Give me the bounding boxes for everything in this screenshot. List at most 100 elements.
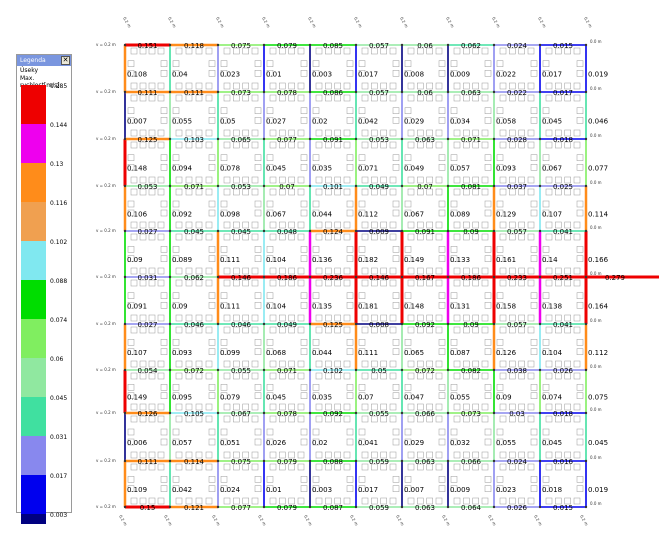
pipe-velocity-label: 0.089 bbox=[172, 256, 192, 264]
connection-box bbox=[389, 233, 397, 241]
connection-box bbox=[389, 176, 397, 184]
connection-box bbox=[251, 129, 259, 137]
connection-box bbox=[380, 360, 387, 368]
connection-box bbox=[157, 497, 165, 505]
connection-box bbox=[269, 451, 277, 459]
node-height-label: 0.0 m bbox=[590, 133, 602, 138]
connection-box bbox=[438, 107, 446, 114]
connection-box bbox=[527, 233, 535, 241]
connection-box bbox=[346, 438, 354, 446]
connection-box bbox=[404, 292, 412, 299]
connection-box bbox=[472, 403, 479, 411]
connection-box bbox=[358, 70, 366, 77]
pipe-velocity-label: 0.049 bbox=[404, 165, 424, 173]
connection-box bbox=[300, 117, 308, 124]
junction-node bbox=[308, 43, 312, 47]
connection-box bbox=[312, 70, 320, 77]
connection-box bbox=[175, 314, 183, 322]
close-icon[interactable]: ✕ bbox=[61, 56, 70, 65]
pipe-velocity-label: 0.055 bbox=[231, 367, 251, 375]
connection-box bbox=[361, 94, 369, 102]
junction-node bbox=[354, 459, 358, 463]
connection-box bbox=[426, 47, 433, 55]
connection-box bbox=[346, 154, 354, 161]
connection-box bbox=[233, 94, 240, 102]
pipe-velocity-label: 0.066 bbox=[461, 458, 482, 466]
connection-box bbox=[251, 221, 259, 229]
junction-node bbox=[400, 368, 404, 372]
connection-box bbox=[208, 302, 216, 309]
column-axis-label: 0.2 m bbox=[441, 514, 451, 527]
column-axis-label: 0.2 m bbox=[122, 16, 132, 29]
connection-box bbox=[288, 279, 295, 287]
connection-box bbox=[220, 438, 228, 446]
node-height-label: 0.0 m bbox=[590, 225, 602, 230]
connection-box bbox=[392, 292, 400, 299]
connection-box bbox=[205, 463, 213, 471]
connection-box bbox=[325, 176, 332, 184]
connection-box bbox=[380, 47, 387, 55]
connection-box bbox=[139, 279, 147, 287]
junction-node bbox=[308, 368, 312, 372]
connection-box bbox=[334, 279, 341, 287]
junction-node bbox=[538, 322, 542, 326]
connection-box bbox=[417, 279, 424, 287]
pipe-velocity-label: 0.031 bbox=[137, 274, 157, 282]
pipe-velocity-label: 0.081 bbox=[461, 183, 481, 191]
connection-box bbox=[496, 246, 504, 253]
connection-box bbox=[139, 403, 147, 411]
connection-box bbox=[438, 70, 446, 77]
connection-box bbox=[242, 415, 249, 423]
junction-node bbox=[168, 137, 172, 141]
connection-box bbox=[325, 188, 332, 196]
connection-box bbox=[266, 209, 274, 217]
node-height-label: 0.0 m bbox=[590, 501, 602, 506]
pipe-velocity-label: 0.166 bbox=[588, 256, 609, 264]
connection-box bbox=[127, 392, 135, 399]
connection-box bbox=[499, 279, 507, 287]
connection-box bbox=[426, 94, 433, 102]
connection-box bbox=[358, 200, 366, 208]
pipe-velocity-label: 0.057 bbox=[369, 42, 389, 50]
connection-box bbox=[127, 154, 135, 161]
connection-box bbox=[371, 497, 378, 505]
connection-box bbox=[130, 221, 138, 229]
connection-box bbox=[251, 403, 259, 411]
connection-box bbox=[530, 60, 538, 67]
row-axis-label: v = 0.2 m bbox=[96, 321, 116, 326]
connection-box bbox=[380, 403, 387, 411]
connection-box bbox=[334, 451, 341, 459]
connection-box bbox=[555, 267, 562, 275]
connection-box bbox=[346, 107, 354, 114]
pipe-velocity-label: 0.182 bbox=[358, 256, 378, 264]
connection-box bbox=[242, 233, 249, 241]
connection-box bbox=[315, 221, 323, 229]
connection-box bbox=[545, 360, 553, 368]
pipe-velocity-label: 0.055 bbox=[369, 410, 389, 418]
connection-box bbox=[233, 279, 240, 287]
connection-box bbox=[435, 188, 443, 196]
pipe-velocity-label: 0.038 bbox=[507, 367, 527, 375]
connection-box bbox=[380, 129, 387, 137]
connection-box bbox=[463, 188, 470, 196]
pipe-velocity-label: 0.077 bbox=[231, 504, 251, 512]
connection-box bbox=[220, 339, 228, 346]
connection-box bbox=[233, 267, 240, 275]
connection-box bbox=[269, 141, 277, 149]
connection-box bbox=[417, 497, 424, 505]
connection-box bbox=[325, 463, 332, 471]
connection-box bbox=[297, 129, 305, 137]
connection-box bbox=[484, 339, 492, 346]
connection-box bbox=[530, 339, 538, 346]
connection-box bbox=[435, 451, 443, 459]
connection-box bbox=[195, 188, 203, 196]
connection-box bbox=[251, 360, 259, 368]
connection-box bbox=[371, 267, 378, 275]
connection-box bbox=[300, 255, 308, 262]
pipe-velocity-label: 0.065 bbox=[404, 349, 424, 357]
connection-box bbox=[380, 94, 387, 102]
connection-box bbox=[555, 279, 562, 287]
connection-box bbox=[288, 326, 295, 334]
connection-box bbox=[484, 70, 492, 77]
pipe-velocity-label: 0.055 bbox=[172, 118, 192, 126]
